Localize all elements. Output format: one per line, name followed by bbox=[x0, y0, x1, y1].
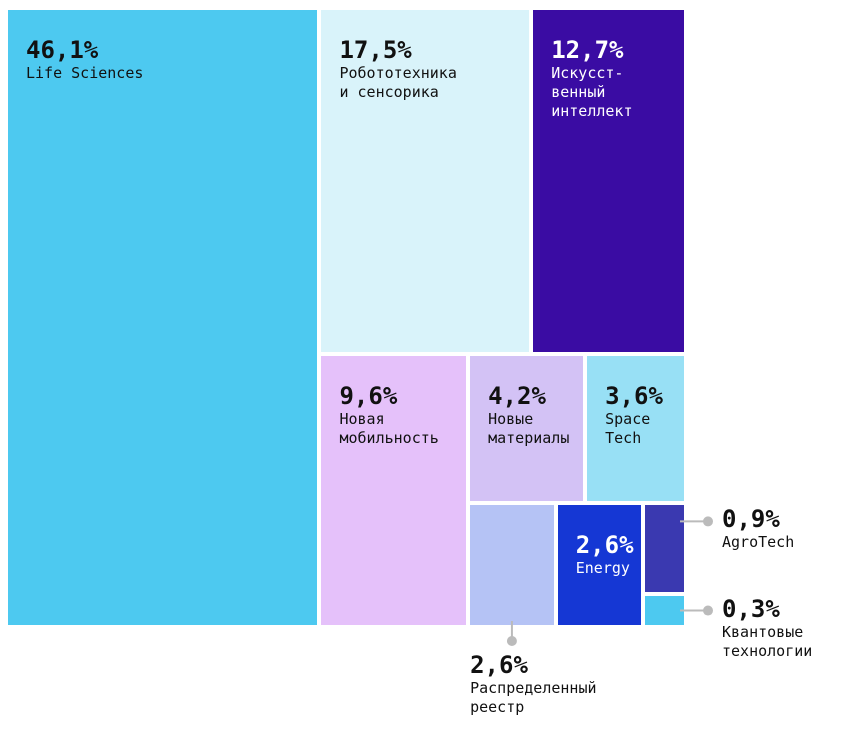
treemap-label: 0,9% AgroTech bbox=[722, 505, 794, 552]
value-label: 4,2% bbox=[488, 381, 546, 410]
item-name: Life Sciences bbox=[26, 64, 144, 82]
item-name: Energy bbox=[575, 559, 630, 578]
item-name: Новая мобильность bbox=[339, 409, 439, 447]
value-label: 0,9% bbox=[722, 505, 780, 534]
value-label: 0,3% bbox=[722, 594, 780, 623]
item-name: Распределенный реестр bbox=[470, 679, 597, 716]
value-label: 2,6% bbox=[575, 531, 634, 560]
item-name: AgroTech bbox=[722, 533, 795, 552]
treemap-label: 46,1% Life Sciences bbox=[26, 36, 143, 83]
treemap-label: 17,5% Робототехника и сенсорика bbox=[339, 36, 456, 102]
treemap-cell bbox=[321, 10, 530, 352]
treemap-cell bbox=[645, 596, 684, 625]
leader-dot bbox=[703, 516, 713, 527]
treemap-cell bbox=[587, 355, 684, 502]
item-name: Искусст- венный интеллект bbox=[551, 64, 633, 120]
leader-dot bbox=[506, 636, 517, 646]
value-label: 3,6% bbox=[605, 381, 663, 410]
treemap-label: 4,2% Новые материалы bbox=[488, 382, 569, 448]
value-label: 9,6% bbox=[339, 381, 398, 410]
treemap-cell bbox=[321, 355, 467, 625]
item-name: Новые материалы bbox=[488, 409, 570, 447]
item-name: Квантовые технологии bbox=[722, 622, 813, 660]
treemap-label: 2,6% Energy bbox=[576, 531, 634, 578]
treemap-cell bbox=[645, 505, 684, 593]
value-label: 2,6% bbox=[470, 651, 528, 679]
value-label: 12,7% bbox=[551, 36, 624, 64]
leader-dot bbox=[703, 605, 713, 616]
treemap-label: 9,6% Новая мобильность bbox=[339, 382, 438, 448]
treemap-label: 0,3% Квантовые технологии bbox=[722, 595, 812, 661]
treemap-label: 12,7% Искусст- венный интеллект bbox=[551, 36, 632, 121]
treemap-label: 3,6% Space Tech bbox=[605, 382, 663, 448]
treemap-cell bbox=[470, 355, 584, 502]
treemap-label: 2,6% Распределенный реестр bbox=[470, 651, 596, 717]
value-label: 17,5% bbox=[339, 36, 412, 64]
item-name: Робототехника и сенсорика bbox=[339, 64, 457, 101]
treemap-cell bbox=[557, 505, 642, 625]
treemap-cell bbox=[8, 10, 318, 625]
item-name: Space Tech bbox=[605, 409, 651, 447]
value-label: 46,1% bbox=[26, 36, 99, 64]
treemap-cell bbox=[533, 10, 684, 352]
treemap-cell bbox=[470, 505, 554, 625]
